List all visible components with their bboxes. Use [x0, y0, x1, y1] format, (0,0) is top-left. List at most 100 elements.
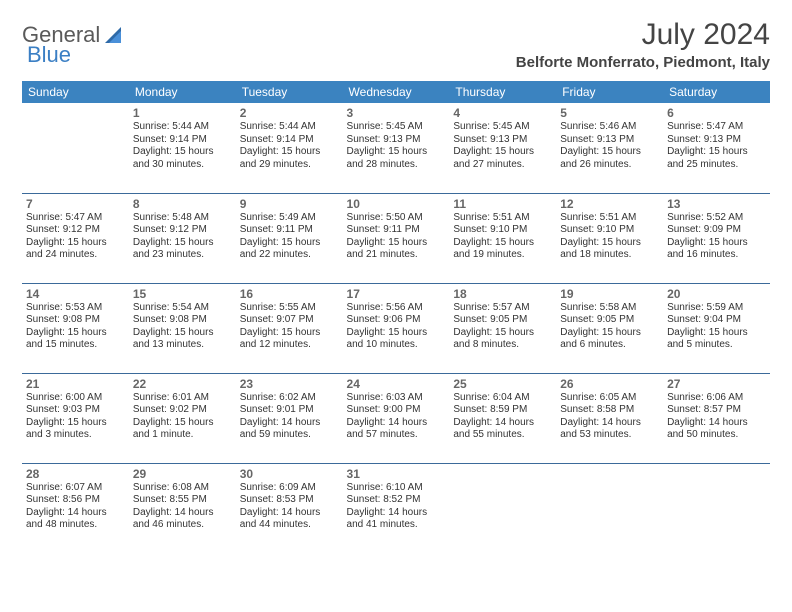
cell-text: Daylight: 15 hours	[347, 327, 446, 340]
calendar-cell: 22Sunrise: 6:01 AMSunset: 9:02 PMDayligh…	[129, 373, 236, 463]
cell-text: Sunrise: 5:51 AM	[453, 212, 552, 225]
cell-text: Daylight: 15 hours	[26, 237, 125, 250]
calendar-body: 1Sunrise: 5:44 AMSunset: 9:14 PMDaylight…	[22, 103, 770, 553]
cell-text: and 15 minutes.	[26, 339, 125, 352]
calendar-cell: 15Sunrise: 5:54 AMSunset: 9:08 PMDayligh…	[129, 283, 236, 373]
cell-text: Daylight: 15 hours	[560, 327, 659, 340]
cell-text: and 53 minutes.	[560, 429, 659, 442]
cell-text: Daylight: 15 hours	[667, 146, 766, 159]
cell-text: Sunset: 9:08 PM	[26, 314, 125, 327]
day-number: 16	[240, 287, 339, 301]
calendar-cell: 29Sunrise: 6:08 AMSunset: 8:55 PMDayligh…	[129, 463, 236, 553]
logo-text-blue: Blue	[27, 42, 71, 68]
calendar-cell: 16Sunrise: 5:55 AMSunset: 9:07 PMDayligh…	[236, 283, 343, 373]
day-number: 11	[453, 197, 552, 211]
cell-text: and 22 minutes.	[240, 249, 339, 262]
header: General July 2024 Belforte Monferrato, P…	[22, 18, 770, 71]
cell-text: Daylight: 15 hours	[347, 146, 446, 159]
day-number: 10	[347, 197, 446, 211]
calendar-cell	[22, 103, 129, 193]
cell-text: Daylight: 15 hours	[133, 237, 232, 250]
cell-text: and 26 minutes.	[560, 159, 659, 172]
calendar-cell: 4Sunrise: 5:45 AMSunset: 9:13 PMDaylight…	[449, 103, 556, 193]
cell-text: Daylight: 14 hours	[667, 417, 766, 430]
day-number: 13	[667, 197, 766, 211]
cell-text: Daylight: 15 hours	[453, 327, 552, 340]
cell-text: Sunset: 9:14 PM	[240, 134, 339, 147]
day-number: 25	[453, 377, 552, 391]
cell-text: Sunset: 9:07 PM	[240, 314, 339, 327]
cell-text: and 25 minutes.	[667, 159, 766, 172]
calendar-cell: 5Sunrise: 5:46 AMSunset: 9:13 PMDaylight…	[556, 103, 663, 193]
day-number: 12	[560, 197, 659, 211]
cell-text: Sunrise: 5:45 AM	[453, 121, 552, 134]
cell-text: Sunset: 9:04 PM	[667, 314, 766, 327]
cell-text: and 46 minutes.	[133, 519, 232, 532]
cell-text: Daylight: 15 hours	[240, 237, 339, 250]
cell-text: Sunset: 9:05 PM	[560, 314, 659, 327]
calendar-row: 21Sunrise: 6:00 AMSunset: 9:03 PMDayligh…	[22, 373, 770, 463]
calendar-cell	[556, 463, 663, 553]
day-number: 20	[667, 287, 766, 301]
cell-text: Daylight: 15 hours	[26, 417, 125, 430]
cell-text: and 44 minutes.	[240, 519, 339, 532]
cell-text: Sunrise: 5:49 AM	[240, 212, 339, 225]
cell-text: Daylight: 15 hours	[347, 237, 446, 250]
cell-text: Sunrise: 6:07 AM	[26, 482, 125, 495]
cell-text: Daylight: 14 hours	[240, 417, 339, 430]
day-number: 31	[347, 467, 446, 481]
cell-text: and 24 minutes.	[26, 249, 125, 262]
cell-text: Sunset: 8:59 PM	[453, 404, 552, 417]
cell-text: and 8 minutes.	[453, 339, 552, 352]
cell-text: Sunrise: 6:06 AM	[667, 392, 766, 405]
cell-text: Daylight: 14 hours	[347, 417, 446, 430]
cell-text: Daylight: 15 hours	[133, 327, 232, 340]
cell-text: and 57 minutes.	[347, 429, 446, 442]
calendar-cell: 1Sunrise: 5:44 AMSunset: 9:14 PMDaylight…	[129, 103, 236, 193]
cell-text: Sunrise: 5:44 AM	[240, 121, 339, 134]
day-number: 18	[453, 287, 552, 301]
calendar-cell	[663, 463, 770, 553]
calendar-head: SundayMondayTuesdayWednesdayThursdayFrid…	[22, 81, 770, 103]
calendar-row: 7Sunrise: 5:47 AMSunset: 9:12 PMDaylight…	[22, 193, 770, 283]
cell-text: Sunrise: 6:02 AM	[240, 392, 339, 405]
cell-text: Sunrise: 5:59 AM	[667, 302, 766, 315]
cell-text: Sunrise: 5:47 AM	[26, 212, 125, 225]
calendar-cell: 19Sunrise: 5:58 AMSunset: 9:05 PMDayligh…	[556, 283, 663, 373]
cell-text: Sunrise: 6:09 AM	[240, 482, 339, 495]
cell-text: Sunset: 9:13 PM	[667, 134, 766, 147]
day-number: 4	[453, 106, 552, 120]
cell-text: Sunrise: 5:55 AM	[240, 302, 339, 315]
location: Belforte Monferrato, Piedmont, Italy	[516, 54, 770, 71]
cell-text: and 1 minute.	[133, 429, 232, 442]
cell-text: and 59 minutes.	[240, 429, 339, 442]
cell-text: Sunset: 9:01 PM	[240, 404, 339, 417]
calendar-cell: 10Sunrise: 5:50 AMSunset: 9:11 PMDayligh…	[343, 193, 450, 283]
cell-text: and 23 minutes.	[133, 249, 232, 262]
day-number: 29	[133, 467, 232, 481]
cell-text: Daylight: 15 hours	[667, 327, 766, 340]
cell-text: and 29 minutes.	[240, 159, 339, 172]
cell-text: Sunrise: 6:10 AM	[347, 482, 446, 495]
calendar-row: 1Sunrise: 5:44 AMSunset: 9:14 PMDaylight…	[22, 103, 770, 193]
cell-text: Sunset: 8:55 PM	[133, 494, 232, 507]
cell-text: and 3 minutes.	[26, 429, 125, 442]
cell-text: Sunset: 8:57 PM	[667, 404, 766, 417]
day-number: 14	[26, 287, 125, 301]
day-number: 15	[133, 287, 232, 301]
cell-text: Sunset: 9:11 PM	[240, 224, 339, 237]
day-number: 2	[240, 106, 339, 120]
cell-text: and 12 minutes.	[240, 339, 339, 352]
day-number: 27	[667, 377, 766, 391]
cell-text: Sunrise: 5:46 AM	[560, 121, 659, 134]
cell-text: Sunset: 8:52 PM	[347, 494, 446, 507]
cell-text: Sunset: 9:11 PM	[347, 224, 446, 237]
cell-text: Sunrise: 6:08 AM	[133, 482, 232, 495]
cell-text: and 13 minutes.	[133, 339, 232, 352]
cell-text: and 19 minutes.	[453, 249, 552, 262]
cell-text: Sunrise: 5:50 AM	[347, 212, 446, 225]
day-number: 21	[26, 377, 125, 391]
cell-text: Sunset: 8:53 PM	[240, 494, 339, 507]
month-title: July 2024	[516, 18, 770, 52]
calendar-cell: 26Sunrise: 6:05 AMSunset: 8:58 PMDayligh…	[556, 373, 663, 463]
